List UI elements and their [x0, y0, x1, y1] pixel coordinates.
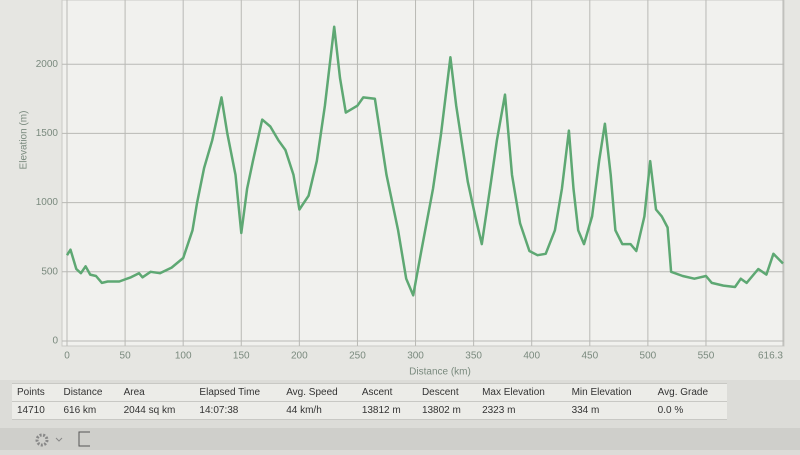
x-axis-label: Distance (km) — [409, 367, 471, 378]
stats-value: 0.0 % — [652, 401, 727, 420]
stats-header: Avg. Speed — [281, 383, 357, 402]
stats-header: Avg. Grade — [652, 383, 727, 402]
toolbar — [0, 428, 800, 450]
x-tick-label: 200 — [291, 351, 308, 362]
plot-area — [61, 0, 785, 347]
settings-button[interactable] — [35, 433, 49, 447]
x-tick-label: 550 — [698, 351, 715, 362]
x-tick-label: 100 — [175, 351, 192, 362]
stats-header: Max Elevation — [477, 383, 567, 402]
stats-value: 2323 m — [477, 401, 567, 420]
y-tick-label: 1500 — [36, 128, 59, 139]
x-tick-label: 450 — [581, 351, 598, 362]
stats-value: 14710 — [12, 401, 59, 420]
x-tick-label: 250 — [349, 351, 366, 362]
y-tick-label: 2500 — [36, 0, 59, 1]
settings-dropdown[interactable] — [55, 437, 63, 442]
stats-header: Area — [118, 383, 195, 402]
stats-header: Min Elevation — [566, 383, 653, 402]
export-button[interactable] — [78, 431, 92, 447]
stats-header: Distance — [58, 383, 119, 402]
stats-value: 334 m — [566, 401, 653, 420]
stats-header: Ascent — [356, 383, 417, 402]
stats-value: 13812 m — [356, 401, 417, 420]
stats-value: 13802 m — [416, 401, 478, 420]
x-tick-label: 350 — [465, 351, 482, 362]
y-axis-label: Elevation (m) — [19, 111, 30, 170]
x-tick-label: 300 — [407, 351, 424, 362]
x-tick-label: 150 — [233, 351, 250, 362]
stats-header: Descent — [416, 383, 478, 402]
toolbar-icons — [35, 431, 92, 447]
stats-header: Points — [12, 383, 59, 402]
x-tick-label: 500 — [640, 351, 657, 362]
stats-value-row: 14710 616 km 2044 sq km 14:07:38 44 km/h 1381… — [12, 401, 727, 420]
stats-header: Elapsed Time — [194, 383, 282, 402]
y-tick-label: 0 — [52, 336, 58, 347]
x-tick-label: 50 — [120, 351, 132, 362]
stats-header-row: Points Distance Area Elapsed Time Avg. Speed… — [12, 383, 727, 402]
y-tick-label: 2000 — [36, 59, 59, 70]
y-tick-label: 500 — [41, 266, 58, 277]
stats-value: 616 km — [58, 401, 119, 420]
elevation-line — [65, 25, 784, 297]
stats-table: Points Distance Area Elapsed Time Avg. Speed… — [12, 383, 727, 420]
x-tick-label: 0 — [64, 351, 70, 362]
x-tick-label: 616.3 — [758, 351, 783, 362]
y-tick-label: 1000 — [36, 197, 59, 208]
stats-value: 2044 sq km — [118, 401, 195, 420]
chart: Distance (km) Elevation (m) 050010001500… — [18, 0, 785, 378]
x-tick-label: 400 — [523, 351, 540, 362]
stats-value: 14:07:38 — [194, 401, 282, 420]
stats-value: 44 km/h — [281, 401, 357, 420]
